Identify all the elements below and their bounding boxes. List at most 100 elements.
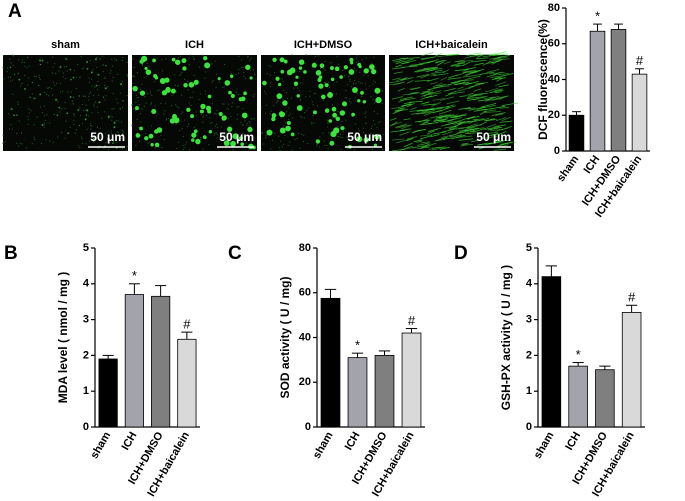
cell [9,66,12,68]
speck [112,76,114,79]
speck [52,94,54,96]
fiber [476,54,484,58]
speck [23,61,25,64]
speck [88,77,90,79]
speck [245,136,247,138]
speck [177,85,179,87]
speck [364,116,367,118]
significance-mark: # [408,313,416,328]
speck [51,72,53,74]
fiber [450,64,460,67]
speck [367,75,369,77]
speck [47,62,49,64]
speck [241,59,243,61]
cell [277,82,282,87]
fiber [426,77,439,82]
cell [121,133,124,136]
speck [54,63,56,65]
speck [119,108,121,111]
speck [352,83,354,85]
cell [92,137,95,140]
cell [191,138,195,142]
scale-bar-label: 50 μm [476,130,511,144]
cell [324,108,330,113]
speck [336,81,338,83]
speck [276,100,278,102]
speck [346,136,348,138]
cell [34,97,36,99]
fiber [468,107,482,111]
cell [132,85,138,92]
speck [150,103,152,105]
y-tick-label: 4 [83,278,90,290]
cell [171,57,176,62]
speck [53,81,55,83]
speck [227,103,230,105]
fiber [475,82,488,85]
cell [195,138,201,145]
cell [183,83,188,88]
speck [317,55,320,57]
cell [271,116,276,122]
speck [190,104,192,107]
fiber [447,119,462,124]
fiber [473,95,488,101]
x-tick-label: ICH [563,430,583,452]
speck [102,64,105,66]
speck [64,77,67,80]
speck [299,89,301,92]
y-tick-label: 2 [83,349,89,361]
speck [311,101,313,103]
fiber [390,117,397,121]
fiber [401,61,410,65]
speck [356,70,358,72]
speck [138,140,141,142]
cell [279,57,285,63]
cell [59,65,62,68]
fiber [484,98,497,102]
fiber [442,69,450,74]
speck [242,124,244,126]
fiber [435,60,443,64]
fiber [421,143,431,148]
speck [354,123,356,125]
fiber [391,138,405,141]
speck [225,133,228,135]
fiber [399,96,413,100]
speck [150,93,152,95]
speck [224,137,226,139]
speck [285,122,287,124]
cell [279,111,286,118]
speck [202,115,205,117]
fiber [391,96,404,100]
speck [251,118,253,120]
speck [329,62,331,64]
speck [371,148,373,150]
cell [85,114,88,116]
fiber [436,61,445,66]
fiber [462,73,471,78]
fiber [391,57,405,62]
speck [122,56,124,59]
fiber [422,90,434,93]
fiber [409,109,424,113]
speck [24,65,26,67]
cell [102,96,105,98]
speck [191,96,193,99]
cell [224,80,231,86]
speck [88,93,90,95]
speck [327,81,330,83]
fiber [446,100,460,105]
cell [363,137,369,143]
cell [145,69,152,75]
y-tick-label: 5 [526,242,532,254]
fiber [423,119,431,124]
speck [55,82,58,84]
speck [351,137,353,139]
speck [19,142,21,145]
speck [151,94,153,97]
speck [67,91,69,93]
speck [74,132,76,134]
speck [103,147,105,150]
speck [298,70,301,73]
